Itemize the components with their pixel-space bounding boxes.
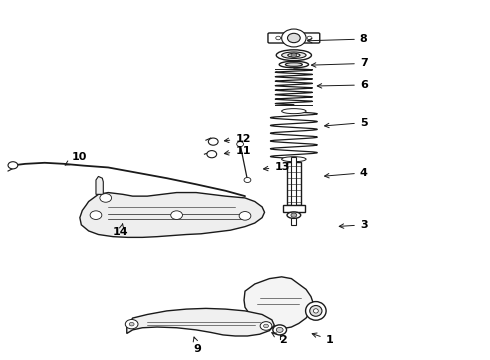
Text: 11: 11 bbox=[224, 145, 251, 156]
Text: 13: 13 bbox=[264, 162, 290, 172]
Text: 10: 10 bbox=[65, 152, 87, 165]
FancyBboxPatch shape bbox=[292, 157, 296, 225]
Circle shape bbox=[276, 327, 283, 332]
Circle shape bbox=[288, 33, 300, 42]
Text: 6: 6 bbox=[317, 80, 368, 90]
Polygon shape bbox=[96, 176, 103, 194]
Text: 3: 3 bbox=[339, 220, 368, 230]
Circle shape bbox=[8, 162, 18, 169]
Circle shape bbox=[171, 211, 182, 220]
Text: 7: 7 bbox=[312, 58, 368, 68]
Ellipse shape bbox=[285, 63, 302, 66]
Text: 12: 12 bbox=[224, 134, 251, 144]
FancyBboxPatch shape bbox=[268, 33, 320, 43]
Text: 9: 9 bbox=[193, 337, 201, 354]
Ellipse shape bbox=[306, 302, 326, 320]
Text: 14: 14 bbox=[113, 224, 129, 237]
Circle shape bbox=[207, 150, 217, 158]
Circle shape bbox=[291, 53, 297, 57]
Ellipse shape bbox=[282, 52, 306, 58]
Polygon shape bbox=[80, 193, 265, 237]
Circle shape bbox=[282, 29, 306, 47]
FancyBboxPatch shape bbox=[287, 162, 301, 205]
Ellipse shape bbox=[282, 157, 306, 162]
Circle shape bbox=[129, 322, 134, 326]
FancyBboxPatch shape bbox=[283, 205, 305, 212]
Circle shape bbox=[264, 324, 269, 328]
Ellipse shape bbox=[310, 306, 322, 316]
Ellipse shape bbox=[287, 212, 301, 219]
Circle shape bbox=[90, 211, 102, 220]
Circle shape bbox=[244, 177, 251, 183]
Circle shape bbox=[291, 213, 297, 217]
Ellipse shape bbox=[288, 53, 300, 57]
Circle shape bbox=[100, 194, 112, 202]
Circle shape bbox=[239, 212, 251, 220]
Circle shape bbox=[276, 36, 281, 40]
Circle shape bbox=[307, 36, 312, 40]
Circle shape bbox=[125, 319, 138, 329]
Polygon shape bbox=[244, 277, 314, 329]
Ellipse shape bbox=[276, 50, 312, 60]
Text: 1: 1 bbox=[312, 333, 333, 345]
Text: 8: 8 bbox=[308, 34, 368, 44]
Circle shape bbox=[237, 141, 244, 147]
Polygon shape bbox=[127, 309, 274, 336]
Text: 2: 2 bbox=[272, 333, 287, 345]
Circle shape bbox=[208, 138, 218, 145]
Text: 4: 4 bbox=[324, 168, 368, 178]
Text: 5: 5 bbox=[324, 118, 368, 128]
Circle shape bbox=[260, 321, 272, 330]
Ellipse shape bbox=[314, 309, 318, 313]
Ellipse shape bbox=[279, 61, 309, 68]
Circle shape bbox=[273, 325, 287, 335]
Ellipse shape bbox=[282, 109, 306, 114]
